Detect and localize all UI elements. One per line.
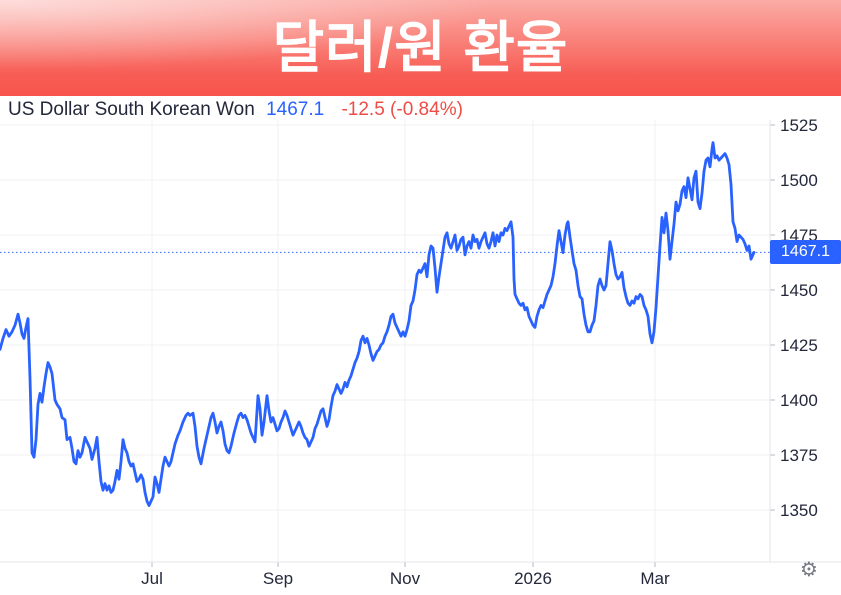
y-axis-label: 1500 [780, 171, 818, 190]
y-axis-label: 1425 [780, 336, 818, 355]
price-series-line [0, 141, 756, 508]
chart-legend: US Dollar South Korean Won 1467.1 -12.5 … [8, 99, 463, 121]
y-axis-label: 1450 [780, 281, 818, 300]
x-axis-label: Sep [263, 569, 293, 588]
settings-gear-icon[interactable]: ⚙ [800, 557, 818, 581]
current-price-badge: 1467.1 [770, 240, 841, 264]
last-price: 1467.1 [266, 99, 325, 120]
y-axis-label: 1375 [780, 446, 818, 465]
y-axis-label: 1525 [780, 116, 818, 135]
x-axis-label: Nov [390, 569, 421, 588]
page-title: 달러/원 환율 [272, 16, 569, 79]
title-banner: 달러/원 환율 [0, 0, 841, 96]
x-axis-label: Jul [141, 569, 163, 588]
price-change: -12.5 (-0.84%) [341, 99, 463, 120]
symbol-name: US Dollar South Korean Won [8, 99, 255, 120]
y-axis-label: 1350 [780, 501, 818, 520]
x-axis-label: Mar [640, 569, 670, 588]
x-axis-label: 2026 [514, 569, 552, 588]
y-axis-label: 1400 [780, 391, 818, 410]
chart-panel: US Dollar South Korean Won 1467.1 -12.5 … [0, 96, 841, 595]
